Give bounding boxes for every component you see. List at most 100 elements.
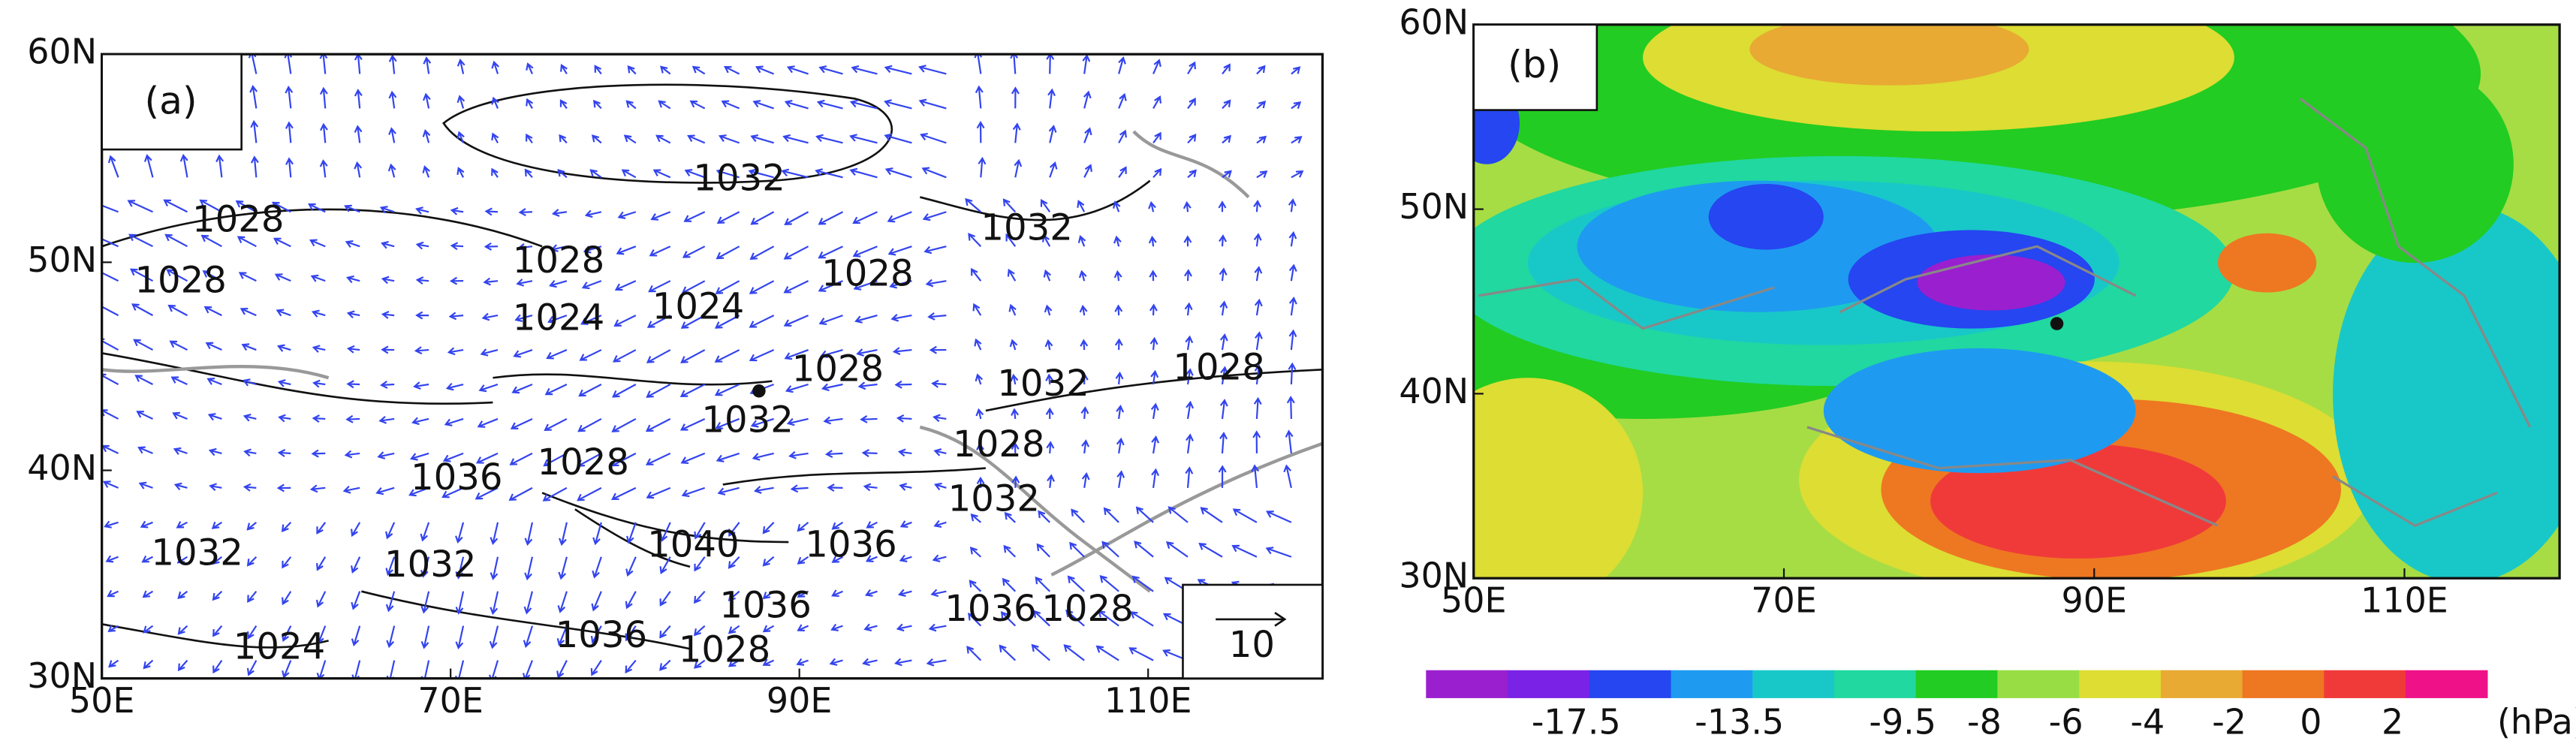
wind-vector (101, 303, 119, 317)
colorbar-label: -13.5 (1695, 701, 1784, 742)
wind-vector (1009, 339, 1018, 351)
wind-vector (415, 206, 429, 215)
lon-tick-label: 70E (1751, 580, 1816, 621)
wind-vector (524, 556, 534, 581)
wind-vector (549, 279, 568, 288)
wind-vector (1256, 65, 1266, 75)
wind-vector (646, 486, 671, 499)
wind-vector (422, 129, 431, 143)
wind-vector (1185, 368, 1194, 385)
wind-vector (351, 522, 361, 538)
wind-vector (1253, 233, 1262, 247)
wind-vector (626, 522, 637, 544)
wind-vector (693, 625, 706, 637)
lon-tick-label: 50E (69, 680, 134, 721)
wind-vector (1113, 200, 1121, 212)
wind-vector (450, 206, 464, 215)
wind-vector (1046, 441, 1055, 453)
wind-vector (524, 522, 534, 546)
wind-vector (1151, 468, 1160, 488)
wind-vector (897, 589, 912, 598)
wind-vector (309, 484, 326, 493)
contour-label: 1028 (134, 259, 226, 301)
wind-vector (682, 245, 706, 258)
wind-vector (721, 100, 740, 110)
wind-vector (645, 452, 671, 465)
lon-tick-label: 110E (1104, 680, 1192, 721)
wind-vector (455, 556, 465, 580)
wind-vector (976, 120, 985, 143)
wind-vector (354, 54, 363, 74)
wind-vector (274, 273, 291, 282)
wind-vector (163, 199, 188, 213)
wind-vector (271, 201, 291, 213)
wind-vector (625, 556, 637, 577)
wind-vector (1011, 408, 1020, 420)
wind-vector (965, 197, 982, 213)
wind-vector (818, 211, 844, 225)
station-dot (752, 384, 766, 398)
wind-vector (762, 590, 775, 600)
wind-vector (556, 660, 568, 679)
wind-vector (249, 85, 258, 109)
wind-vector (558, 556, 568, 580)
wind-vector (420, 625, 430, 649)
wind-vector (101, 444, 119, 454)
lat-tick-label: 30N (1399, 556, 1469, 596)
wind-vector (441, 486, 464, 498)
wind-vector (524, 168, 533, 179)
wind-vector (784, 100, 809, 110)
wind-vector (786, 65, 809, 75)
wind-vector (205, 342, 222, 351)
wind-vector (831, 556, 844, 563)
contour-label: 1036 (411, 456, 502, 498)
wind-vector (167, 304, 188, 317)
wind-vector (243, 414, 257, 422)
reference-box (1182, 583, 1324, 679)
wind-vector (247, 625, 258, 640)
wind-vector (1253, 396, 1262, 420)
wind-vector (752, 100, 774, 110)
wind-vector (456, 59, 465, 74)
wind-vector (411, 417, 429, 426)
wind-vector (861, 449, 878, 457)
wind-vector (246, 660, 258, 676)
wind-vector (648, 280, 671, 293)
wind-vector (309, 239, 326, 248)
wind-vector (449, 276, 464, 285)
wind-vector (1253, 199, 1262, 212)
wind-vector (1048, 125, 1057, 143)
wind-vector (1077, 200, 1086, 212)
wind-vector (273, 237, 291, 248)
wind-vector (1080, 339, 1089, 351)
wind-vector (1067, 575, 1085, 592)
wind-vector (728, 590, 740, 601)
wind-vector (351, 591, 361, 610)
wind-vector (714, 315, 740, 329)
wind-vector (1003, 544, 1017, 558)
wind-vector (235, 200, 257, 213)
wind-vector (783, 315, 809, 327)
wind-vector (590, 659, 602, 676)
wind-vector (894, 380, 912, 389)
wind-vector (645, 417, 671, 432)
wind-vector (526, 133, 533, 144)
wind-vector (658, 100, 671, 110)
wind-vector (143, 625, 154, 634)
wind-vector (923, 245, 947, 255)
wind-vector (447, 347, 464, 356)
wind-vector (1183, 235, 1192, 247)
wind-vector (1219, 300, 1228, 316)
wind-vector (243, 448, 257, 457)
wind-vector (781, 168, 809, 179)
wind-vector (354, 89, 363, 109)
wind-vector (1128, 647, 1154, 661)
colorbar-swatch (1752, 670, 1835, 698)
wind-vector (1118, 166, 1127, 178)
wind-vector (315, 591, 327, 608)
wind-vector (282, 591, 292, 606)
wind-vector (975, 373, 984, 385)
wind-vector (281, 625, 292, 643)
contour-map (101, 54, 1323, 679)
